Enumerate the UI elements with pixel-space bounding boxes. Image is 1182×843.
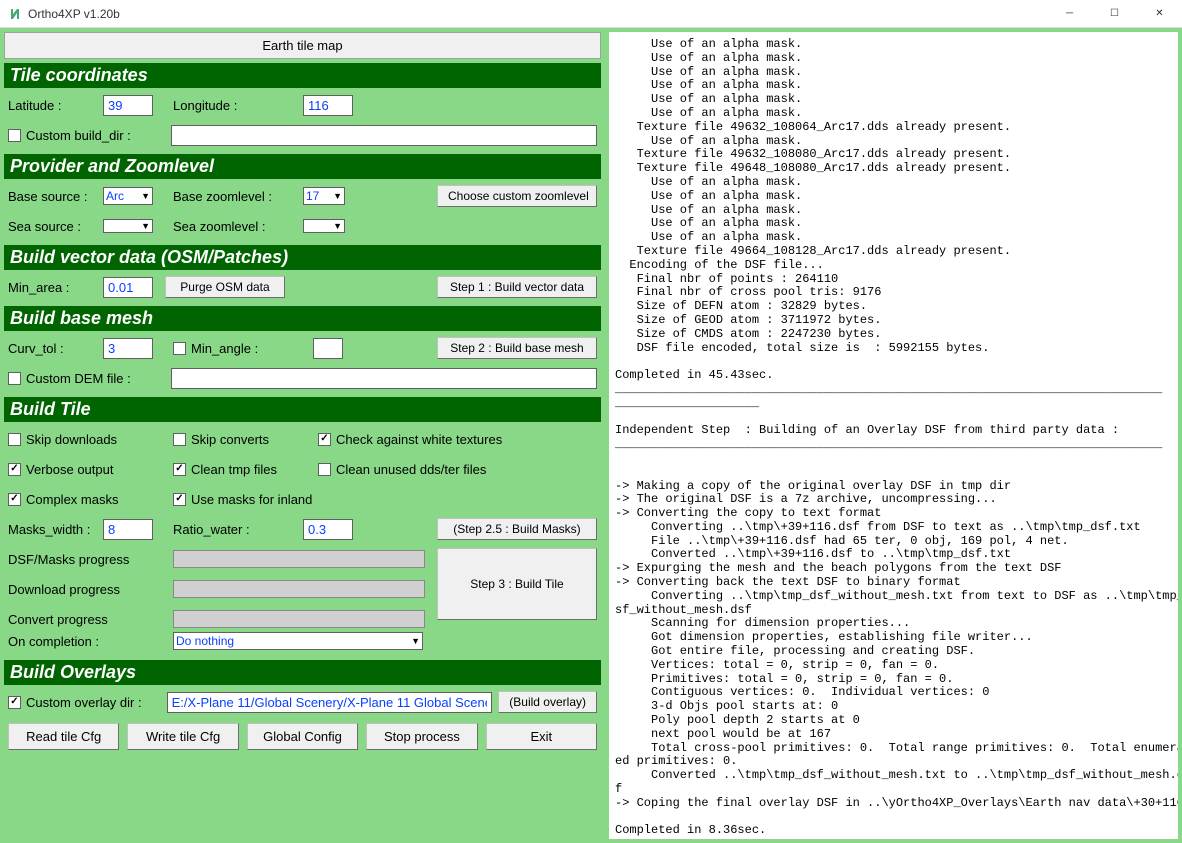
check-white-label: Check against white textures [336, 432, 502, 447]
skip-converts-label: Skip converts [191, 432, 269, 447]
check-white-checkbox[interactable] [318, 433, 331, 446]
custom-dem-label: Custom DEM file : [26, 371, 131, 386]
convert-progress-bar [173, 610, 425, 628]
base-source-select[interactable]: Arc▼ [103, 187, 153, 205]
chevron-down-icon: ▼ [333, 221, 342, 231]
masks-width-input[interactable] [103, 519, 153, 540]
sea-source-label: Sea source : [8, 219, 103, 234]
earth-tile-map-button[interactable]: Earth tile map [4, 32, 601, 59]
purge-osm-button[interactable]: Purge OSM data [165, 276, 285, 298]
longitude-label: Longitude : [173, 98, 303, 113]
longitude-input[interactable] [303, 95, 353, 116]
step1-button[interactable]: Step 1 : Build vector data [437, 276, 597, 298]
chevron-down-icon: ▼ [411, 636, 420, 646]
base-zoom-label: Base zoomlevel : [173, 189, 303, 204]
skip-downloads-label: Skip downloads [26, 432, 117, 447]
completion-select[interactable]: Do nothing▼ [173, 632, 423, 650]
step25-button[interactable]: (Step 2.5 : Build Masks) [437, 518, 597, 540]
section-header-provider: Provider and Zoomlevel [4, 154, 601, 179]
section-header-vector: Build vector data (OSM/Patches) [4, 245, 601, 270]
maximize-button[interactable]: ☐ [1092, 0, 1137, 28]
titlebar: Ortho4XP v1.20b ─ ☐ ✕ [0, 0, 1182, 28]
global-config-button[interactable]: Global Config [247, 723, 358, 750]
latitude-input[interactable] [103, 95, 153, 116]
chevron-down-icon: ▼ [333, 191, 342, 201]
exit-button[interactable]: Exit [486, 723, 597, 750]
latitude-label: Latitude : [8, 98, 103, 113]
ratio-water-input[interactable] [303, 519, 353, 540]
clean-unused-checkbox[interactable] [318, 463, 331, 476]
use-masks-inland-label: Use masks for inland [191, 492, 312, 507]
clean-tmp-label: Clean tmp files [191, 462, 277, 477]
custom-overlay-input[interactable] [167, 692, 493, 713]
write-tile-cfg-button[interactable]: Write tile Cfg [127, 723, 238, 750]
read-tile-cfg-button[interactable]: Read tile Cfg [8, 723, 119, 750]
download-progress-label: Download progress [8, 582, 173, 597]
custom-overlay-checkbox[interactable] [8, 696, 21, 709]
convert-progress-label: Convert progress [8, 612, 173, 627]
custom-dem-checkbox[interactable] [8, 372, 21, 385]
app-icon [8, 7, 22, 21]
window-controls: ─ ☐ ✕ [1047, 0, 1182, 28]
custom-overlay-label: Custom overlay dir : [26, 695, 142, 710]
stop-process-button[interactable]: Stop process [366, 723, 477, 750]
min-angle-checkbox[interactable] [173, 342, 186, 355]
min-area-label: Min_area : [8, 280, 103, 295]
min-angle-input[interactable] [313, 338, 343, 359]
chevron-down-icon: ▼ [141, 191, 150, 201]
base-zoom-select[interactable]: 17▼ [303, 187, 345, 205]
completion-label: On completion : [8, 634, 173, 649]
step2-button[interactable]: Step 2 : Build base mesh [437, 337, 597, 359]
chevron-down-icon: ▼ [141, 221, 150, 231]
verbose-label: Verbose output [26, 462, 113, 477]
use-masks-inland-checkbox[interactable] [173, 493, 186, 506]
custom-build-dir-checkbox[interactable] [8, 129, 21, 142]
complex-masks-label: Complex masks [26, 492, 118, 507]
min-area-input[interactable] [103, 277, 153, 298]
sea-source-select[interactable]: ▼ [103, 219, 153, 233]
sea-zoom-select[interactable]: ▼ [303, 219, 345, 233]
dsf-progress-label: DSF/Masks progress [8, 552, 173, 567]
dsf-progress-bar [173, 550, 425, 568]
custom-dem-input[interactable] [171, 368, 597, 389]
window-title: Ortho4XP v1.20b [28, 7, 1047, 21]
build-overlay-button[interactable]: (Build overlay) [498, 691, 597, 713]
section-header-overlays: Build Overlays [4, 660, 601, 685]
sea-zoom-label: Sea zoomlevel : [173, 219, 303, 234]
minimize-button[interactable]: ─ [1047, 0, 1092, 28]
section-header-tile-coords: Tile coordinates [4, 63, 601, 88]
masks-width-label: Masks_width : [8, 522, 103, 537]
main-content: Earth tile map Tile coordinates Latitude… [0, 28, 1182, 843]
left-panel: Earth tile map Tile coordinates Latitude… [0, 28, 605, 843]
curv-tol-input[interactable] [103, 338, 153, 359]
curv-tol-label: Curv_tol : [8, 341, 103, 356]
custom-build-dir-label: Custom build_dir : [26, 128, 131, 143]
complex-masks-checkbox[interactable] [8, 493, 21, 506]
download-progress-bar [173, 580, 425, 598]
section-header-tile: Build Tile [4, 397, 601, 422]
close-button[interactable]: ✕ [1137, 0, 1182, 28]
section-header-mesh: Build base mesh [4, 306, 601, 331]
choose-custom-zoom-button[interactable]: Choose custom zoomlevel [437, 185, 597, 207]
custom-build-dir-input[interactable] [171, 125, 597, 146]
log-output[interactable]: Use of an alpha mask. Use of an alpha ma… [609, 32, 1178, 839]
ratio-water-label: Ratio_water : [173, 522, 303, 537]
verbose-checkbox[interactable] [8, 463, 21, 476]
min-angle-label: Min_angle : [191, 341, 258, 356]
base-source-label: Base source : [8, 189, 103, 204]
clean-unused-label: Clean unused dds/ter files [336, 462, 486, 477]
skip-converts-checkbox[interactable] [173, 433, 186, 446]
step3-button[interactable]: Step 3 : Build Tile [437, 548, 597, 620]
skip-downloads-checkbox[interactable] [8, 433, 21, 446]
clean-tmp-checkbox[interactable] [173, 463, 186, 476]
